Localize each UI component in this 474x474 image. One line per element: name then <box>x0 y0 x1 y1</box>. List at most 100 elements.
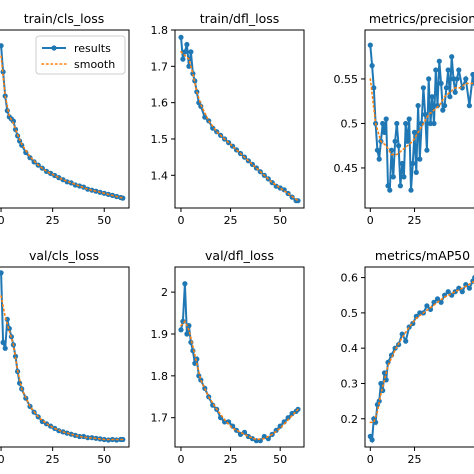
data-point <box>383 116 389 122</box>
legend-results-marker <box>51 45 57 51</box>
data-point <box>429 94 435 100</box>
series-line-smooth <box>0 295 124 441</box>
data-point <box>445 289 451 295</box>
y-tick-label: 0.5 <box>341 117 359 130</box>
x-tick-label: 50 <box>97 214 111 227</box>
data-point <box>371 85 377 91</box>
data-point <box>381 129 388 135</box>
data-point <box>385 183 391 189</box>
chart-panel-5: val/dfl_loss 0 25 50 1.7 1.8 1.9 2 <box>151 248 305 466</box>
data-point <box>440 107 446 113</box>
y-tick-label: 0.3 <box>341 377 359 390</box>
data-point <box>394 120 400 127</box>
chart-panel-4: val/cls_loss 0 25 50 <box>0 248 130 466</box>
data-point <box>380 120 386 127</box>
series-line-smooth <box>180 50 299 202</box>
data-point <box>0 43 4 49</box>
plot-area <box>178 281 301 444</box>
data-point <box>190 348 196 354</box>
y-tick-label: 2 <box>161 286 168 299</box>
data-point <box>0 339 6 346</box>
data-point <box>184 331 190 337</box>
data-point <box>76 433 83 440</box>
data-point <box>367 42 373 48</box>
y-tick-label: 1.7 <box>151 412 169 425</box>
legend-results-label: results <box>74 42 111 55</box>
data-point <box>413 169 419 175</box>
data-point <box>194 356 200 362</box>
data-point <box>188 49 194 55</box>
data-point <box>289 410 295 417</box>
axes-frame <box>0 29 130 209</box>
data-point <box>449 54 455 60</box>
data-point <box>120 195 126 201</box>
axes-frame <box>364 29 474 209</box>
data-point <box>447 94 453 100</box>
axes-frame <box>174 266 305 448</box>
data-point <box>466 103 472 109</box>
series-line-smooth <box>180 319 299 441</box>
y-tick-label: 0.5 <box>341 307 359 320</box>
data-point <box>463 282 469 288</box>
legend: results smooth <box>35 35 126 75</box>
x-tick-label: 25 <box>408 453 422 466</box>
data-point <box>89 435 95 441</box>
series-line-results <box>180 37 298 202</box>
data-point <box>12 353 19 359</box>
data-point <box>369 437 375 443</box>
data-point <box>186 63 192 69</box>
chart-panel-1: train/cls_loss 0 25 50 results smooth <box>0 11 130 227</box>
data-point <box>470 71 474 78</box>
chart-title: val/cls_loss <box>29 248 99 263</box>
chart-title: metrics/mAP50 <box>375 248 470 263</box>
data-point <box>186 323 192 329</box>
plot-area <box>178 34 301 204</box>
data-point <box>403 338 409 344</box>
series-line-results <box>369 277 474 444</box>
data-point <box>378 380 384 387</box>
y-tick-label: 1.8 <box>151 370 169 383</box>
series-line-smooth <box>369 280 474 424</box>
data-point <box>426 76 432 82</box>
chart-panel-6: metrics/mAP50 0 25 0.2 0.3 0.4 0.5 0.6 <box>341 248 474 466</box>
chart-title: train/cls_loss <box>24 11 105 26</box>
chart-title: train/dfl_loss <box>200 11 280 26</box>
series-line-smooth <box>0 55 124 199</box>
data-point <box>4 108 10 114</box>
data-point <box>408 187 414 193</box>
x-tick-label: 25 <box>224 453 238 466</box>
data-point <box>427 306 434 312</box>
data-point <box>190 71 196 77</box>
data-point <box>390 174 396 180</box>
data-point <box>417 156 423 162</box>
data-point <box>424 147 430 153</box>
y-tick-label: 1.5 <box>151 133 169 146</box>
chart-title: val/dfl_loss <box>205 248 274 263</box>
plot-area <box>367 275 474 444</box>
x-tick-label: 50 <box>273 453 287 466</box>
chart-title: metrics/precision <box>369 11 474 26</box>
plot-area <box>367 42 474 193</box>
plot-area <box>0 270 126 443</box>
data-point <box>459 85 465 91</box>
data-point <box>442 103 448 109</box>
y-tick-label: 0.2 <box>341 413 359 426</box>
data-point <box>376 156 382 162</box>
data-point <box>454 76 460 82</box>
data-point <box>404 138 411 144</box>
data-point <box>456 285 462 291</box>
y-tick-label: 0.55 <box>334 73 359 86</box>
legend-smooth-label: smooth <box>74 58 115 71</box>
chart-panel-3: metrics/precision 0 25 0.45 0.5 0.55 <box>334 11 474 227</box>
x-tick-label: 0 <box>177 453 184 466</box>
data-point <box>182 49 188 55</box>
x-tick-label: 25 <box>408 214 422 227</box>
y-tick-label: 1.7 <box>151 60 169 73</box>
x-tick-label: 0 <box>367 453 374 466</box>
y-tick-label: 1.4 <box>151 169 169 182</box>
data-point <box>399 160 405 167</box>
data-point <box>392 138 398 144</box>
data-point <box>420 85 426 91</box>
axes-frame <box>0 266 130 448</box>
